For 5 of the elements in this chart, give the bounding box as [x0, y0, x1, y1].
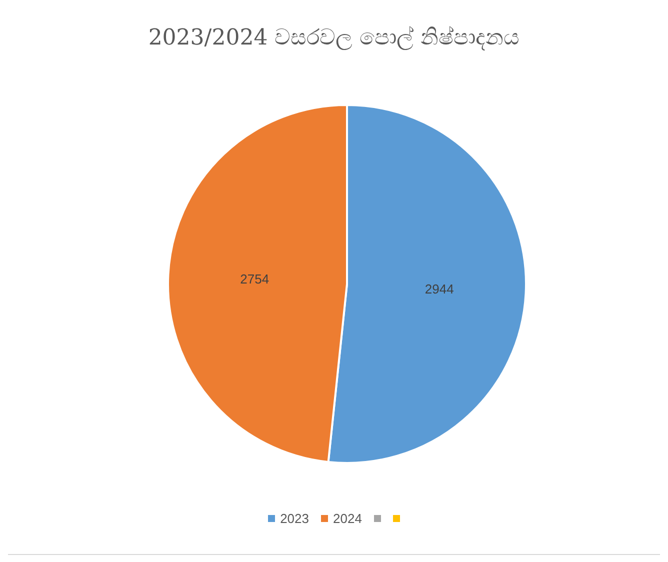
chart-title: 2023/2024 වසරවල පොල් නිෂ්පාදනය: [148, 26, 520, 50]
legend-label: 2024: [333, 511, 362, 526]
data-label: 2944: [424, 281, 454, 296]
data-label: 2754: [240, 272, 270, 287]
legend-label: 2023: [280, 511, 309, 526]
